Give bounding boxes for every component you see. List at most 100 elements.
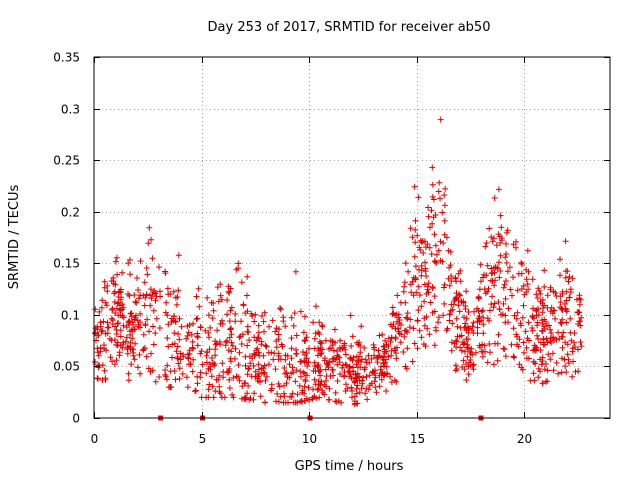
- data-point: [487, 307, 493, 314]
- data-point: [534, 322, 541, 329]
- data-point: [176, 315, 183, 322]
- data-point: [135, 287, 142, 293]
- data-point: [494, 357, 501, 364]
- data-point: [225, 288, 232, 295]
- data-point: [280, 318, 287, 325]
- data-point: [541, 366, 548, 373]
- data-point: [392, 312, 399, 319]
- data-point: [479, 307, 486, 314]
- data-point: [510, 325, 517, 332]
- data-point: [284, 352, 291, 359]
- data-point: [128, 310, 135, 317]
- data-point: [244, 273, 251, 280]
- data-point: [409, 358, 416, 365]
- data-point: [282, 323, 289, 330]
- data-point: [381, 344, 388, 351]
- data-point: [480, 274, 486, 281]
- data-point: [164, 335, 171, 341]
- data-point: [128, 361, 135, 368]
- data-point: [257, 393, 264, 400]
- x-tick-label: 15: [410, 432, 425, 446]
- data-point: [540, 335, 547, 342]
- data-point: [147, 286, 154, 293]
- data-point: [156, 325, 163, 331]
- data-point: [164, 362, 171, 369]
- data-point: [435, 319, 441, 326]
- data-point: [534, 332, 541, 339]
- data-point: [293, 367, 300, 374]
- data-point: [114, 271, 121, 278]
- data-point: [521, 349, 527, 356]
- data-point: [270, 356, 277, 363]
- data-point: [557, 272, 563, 279]
- data-point: [226, 367, 233, 374]
- data-point: [224, 311, 231, 318]
- data-point: [453, 315, 460, 322]
- data-point: [179, 370, 186, 377]
- data-point: [194, 334, 201, 341]
- data-point: [470, 319, 477, 326]
- data-point: [248, 373, 255, 380]
- data-point: [353, 375, 360, 382]
- data-point: [246, 337, 253, 344]
- data-point: [447, 262, 454, 269]
- data-point: [282, 370, 289, 377]
- data-point: [558, 320, 565, 327]
- data-point: [501, 281, 508, 288]
- data-point: [429, 164, 436, 171]
- data-point: [537, 347, 544, 354]
- data-point: [491, 235, 497, 242]
- data-point: [446, 311, 453, 318]
- data-point: [300, 349, 306, 355]
- data-point: [496, 274, 503, 281]
- data-point: [96, 308, 103, 315]
- data-point: [448, 273, 455, 279]
- data-point: [239, 383, 246, 390]
- data-point: [276, 326, 282, 333]
- data-point: [143, 291, 150, 298]
- data-point: [297, 308, 304, 315]
- data-point: [143, 265, 150, 271]
- data-point: [305, 384, 312, 391]
- data-point: [418, 239, 425, 246]
- data-point: [212, 352, 219, 359]
- data-point: [560, 329, 567, 336]
- data-point: [539, 300, 546, 307]
- data-point: [412, 239, 419, 246]
- data-point: [522, 328, 529, 335]
- data-point: [312, 368, 319, 375]
- data-point: [185, 355, 192, 362]
- data-point: [498, 224, 505, 231]
- data-point: [334, 361, 341, 368]
- data-point: [281, 382, 287, 389]
- data-point: [537, 290, 544, 297]
- data-point: [315, 362, 322, 368]
- data-point: [225, 347, 232, 354]
- data-point: [99, 297, 106, 304]
- data-point: [359, 380, 366, 387]
- data-point: [214, 327, 221, 334]
- data-point: [453, 278, 460, 285]
- data-point: [273, 344, 280, 351]
- data-point: [190, 356, 197, 363]
- data-point: [162, 268, 169, 275]
- data-point: [367, 382, 373, 389]
- data-point: [258, 369, 265, 376]
- data-point: [422, 244, 429, 251]
- data-point: [193, 293, 200, 300]
- data-point: [326, 396, 333, 403]
- data-point: [232, 310, 239, 317]
- data-point: [175, 360, 182, 367]
- data-point: [440, 312, 447, 319]
- data-point: [157, 293, 164, 300]
- data-point: [329, 356, 336, 363]
- data-point: [107, 354, 114, 361]
- data-point: [508, 341, 515, 348]
- y-tick-label: 0.05: [53, 360, 80, 374]
- data-point: [261, 328, 267, 335]
- data-point: [492, 264, 499, 271]
- data-point: [423, 313, 430, 320]
- data-point: [544, 304, 551, 311]
- data-point: [463, 361, 469, 368]
